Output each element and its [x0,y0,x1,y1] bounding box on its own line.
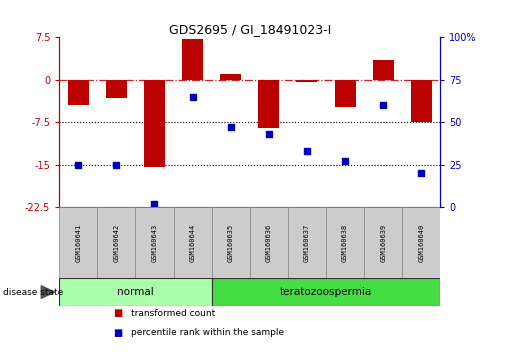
Bar [335,80,355,107]
Point [150,201,159,206]
Bar [212,278,440,306]
Bar [182,39,203,80]
Text: teratozoospermia: teratozoospermia [280,287,372,297]
Text: GSM160638: GSM160638 [342,223,348,262]
Text: disease state: disease state [3,287,63,297]
Bar [250,207,288,278]
Text: GSM160641: GSM160641 [75,223,81,262]
Bar [212,207,250,278]
Bar [59,207,97,278]
Bar [297,80,317,82]
Point [188,94,197,99]
Bar [326,207,364,278]
Point [341,158,349,164]
Title: GDS2695 / GI_18491023-I: GDS2695 / GI_18491023-I [168,23,331,36]
Bar [135,207,174,278]
Bar [402,207,440,278]
Text: GSM160639: GSM160639 [380,223,386,262]
Bar [59,278,212,306]
Text: GSM160643: GSM160643 [151,223,158,262]
Bar [106,80,127,98]
Text: ■: ■ [113,328,123,338]
Text: GSM160642: GSM160642 [113,223,119,262]
Bar [174,207,212,278]
Bar [68,80,89,105]
Point [112,162,121,167]
Text: ■: ■ [113,308,123,318]
Point [303,148,311,154]
Point [74,162,82,167]
Bar [288,207,326,278]
Bar [259,80,279,128]
Bar [364,207,402,278]
Text: GSM160637: GSM160637 [304,223,310,262]
Text: GSM160644: GSM160644 [190,223,196,262]
Point [379,102,387,108]
Bar [411,80,432,122]
Bar [220,74,241,80]
Text: percentile rank within the sample: percentile rank within the sample [131,328,284,337]
Text: GSM160640: GSM160640 [418,223,424,262]
Point [227,124,235,130]
Point [417,170,425,176]
Text: normal: normal [117,287,154,297]
Bar [144,80,165,167]
Bar [97,207,135,278]
Bar [373,60,393,80]
Text: transformed count: transformed count [131,309,216,318]
Text: GSM160635: GSM160635 [228,223,234,262]
Text: GSM160636: GSM160636 [266,223,272,262]
Point [265,131,273,137]
